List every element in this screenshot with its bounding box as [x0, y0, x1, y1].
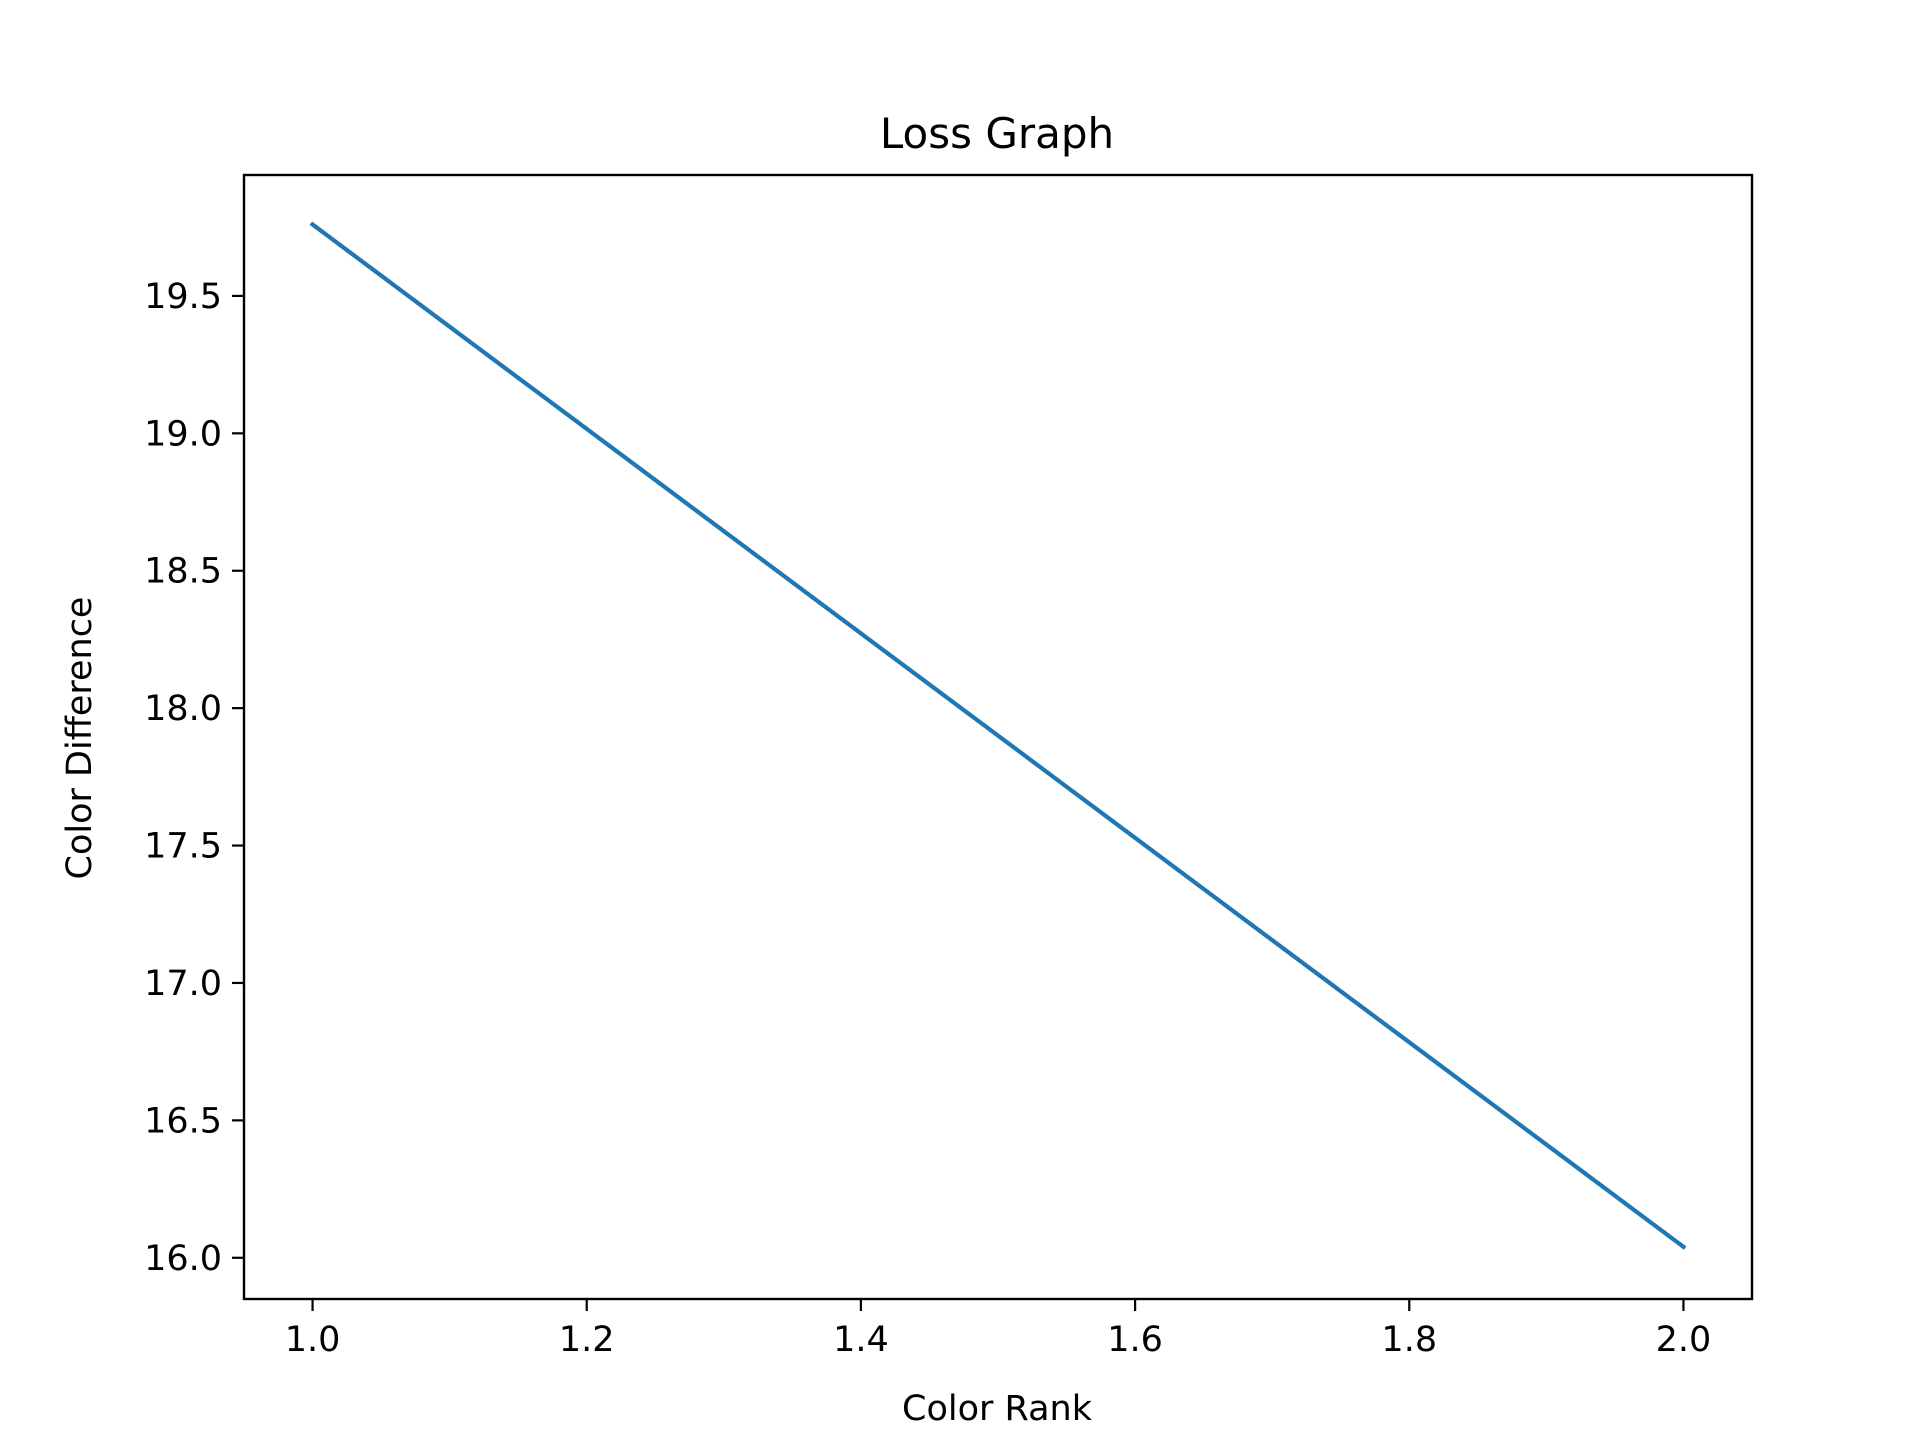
series-line-0 — [309, 221, 1687, 1250]
x-tick-label: 1.4 — [833, 1320, 889, 1360]
y-tick-label: 19.0 — [144, 414, 222, 454]
y-tick-label: 18.5 — [144, 552, 222, 592]
x-tick-label: 1.6 — [1107, 1320, 1163, 1360]
y-tick-label: 16.5 — [144, 1101, 222, 1141]
y-tick-label: 17.0 — [144, 964, 222, 1004]
x-tick-label: 2.0 — [1656, 1320, 1712, 1360]
y-tick-label: 18.0 — [144, 689, 222, 729]
plot-frame — [242, 173, 1754, 1301]
y-tick-label: 17.5 — [144, 827, 222, 867]
chart-title: Loss Graph — [880, 109, 1114, 158]
x-tick-label: 1.8 — [1381, 1320, 1437, 1360]
y-tick-label: 16.0 — [144, 1239, 222, 1279]
y-tick-label: 19.5 — [144, 277, 222, 317]
x-tick-label: 1.0 — [285, 1320, 341, 1360]
y-axis-label: Color Difference — [60, 597, 100, 880]
x-axis-label: Color Rank — [902, 1389, 1093, 1429]
x-tick-label: 1.2 — [559, 1320, 615, 1360]
plot-area: 1.0 1.2 1.4 1.6 1.8 2.0 16.0 16.5 17.0 17.5 18.0 18… — [144, 173, 1754, 1360]
